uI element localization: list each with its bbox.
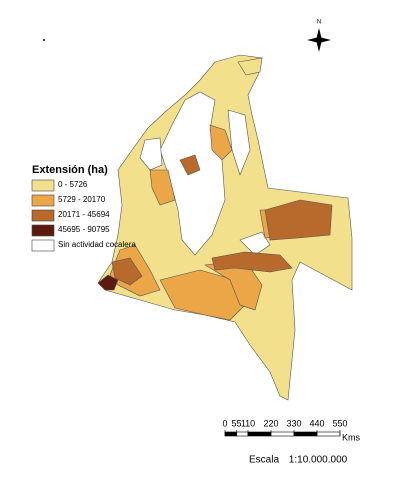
legend-label: 45695 - 90795 <box>58 225 110 234</box>
map-region <box>149 169 176 206</box>
scale-tick-label: 55 <box>231 418 241 428</box>
scale-tick-label: 440 <box>309 418 324 428</box>
scale-segment <box>247 431 272 437</box>
legend-label: 5729 - 20170 <box>58 195 106 204</box>
map-region <box>237 57 263 76</box>
scale-caption: Escala <box>249 455 279 466</box>
scale-unit: Kms <box>342 432 361 442</box>
scale-segment <box>224 431 237 437</box>
scale-tick-label: 0 <box>222 418 227 428</box>
scale-segment <box>270 431 295 437</box>
legend-swatch <box>31 179 55 192</box>
scale-ratio: 1:10.000.000 <box>289 455 348 466</box>
scale-tick-label: 550 <box>332 418 347 428</box>
map-region <box>139 137 163 171</box>
legend-label: Sin actividad cocalera <box>58 240 136 249</box>
map-region <box>264 199 333 241</box>
scale-segment <box>293 431 318 437</box>
legend-label: 20171 - 45694 <box>58 210 110 219</box>
island <box>43 39 45 41</box>
scale-bar: Escala 1:10.000.000 0 55 110 220 330 440 550 Km… <box>222 418 360 465</box>
map-region <box>159 91 226 256</box>
north-arrow: N <box>307 20 331 52</box>
map-region <box>97 274 119 291</box>
scale-segment <box>316 431 341 437</box>
scale-tick-label: 330 <box>286 418 301 428</box>
map-region <box>97 54 353 401</box>
legend-swatch <box>31 194 55 207</box>
map-region <box>239 231 271 256</box>
legend-label: 0 - 5726 <box>58 180 88 189</box>
map <box>43 39 353 401</box>
map-region <box>159 269 246 321</box>
scale-segment <box>236 431 249 437</box>
map-region <box>227 109 251 176</box>
map-region <box>111 257 143 286</box>
legend-swatch <box>31 239 55 252</box>
legend-swatch <box>31 209 55 222</box>
map-region <box>179 154 201 176</box>
scale-tick-label: 110 <box>241 418 255 428</box>
legend-title: Extensión (ha) <box>32 164 108 176</box>
map-region <box>211 251 293 273</box>
legend-swatch <box>31 224 55 237</box>
map-region <box>209 124 233 161</box>
scale-tick-label: 220 <box>263 418 278 428</box>
north-label: N <box>317 20 321 26</box>
legend: Extensión (ha) 0 - 5726 5729 - 20170 20171… <box>31 164 136 252</box>
